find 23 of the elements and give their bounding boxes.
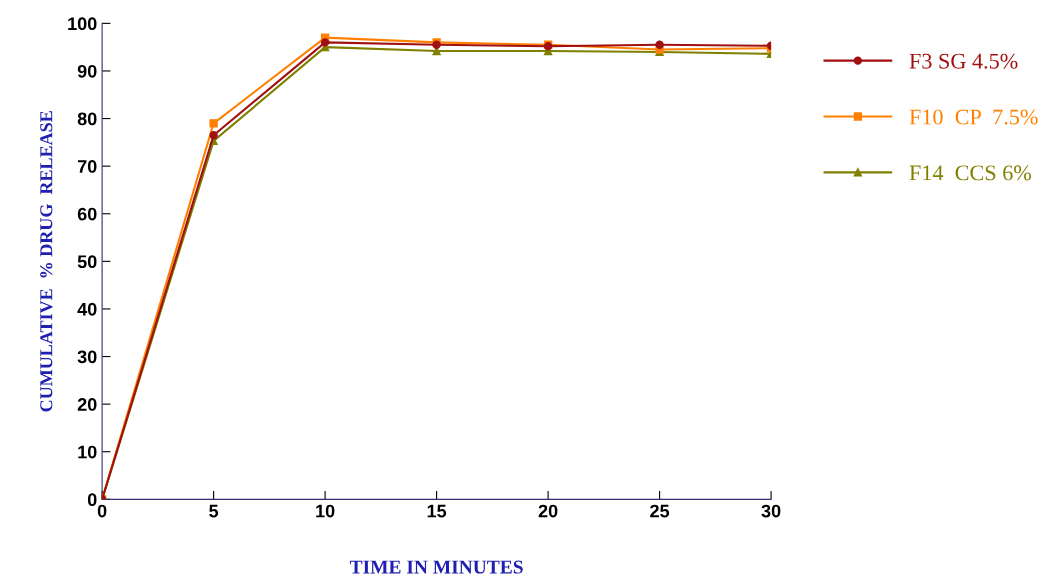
x-tick-label: 10: [316, 504, 335, 518]
y-tick-label: 10: [78, 445, 97, 459]
y-tick-label: 40: [77, 302, 97, 316]
legend-label: F14 CCS 6%: [909, 165, 1032, 181]
y-tick-label: 30: [77, 350, 97, 364]
legend-label: F10 CP 7.5%: [909, 109, 1038, 125]
y-tick-label: 80: [77, 112, 97, 126]
y-tick-label: 70: [77, 160, 97, 173]
y-tick-label: 0: [87, 493, 97, 507]
legend-label: F3 SG 4.5%: [909, 53, 1018, 69]
x-tick-label: 0: [97, 504, 107, 518]
x-tick-label: 30: [761, 504, 781, 518]
y-axis-title: CUMULATIVE % DRUG RELEASE: [40, 111, 53, 412]
y-tick-label: 100: [68, 17, 97, 31]
x-tick-label: 5: [209, 504, 219, 518]
x-axis-title: TIME IN MINUTES: [349, 560, 523, 574]
x-tick-label: 20: [538, 504, 558, 518]
y-tick-label: 90: [77, 64, 97, 78]
y-tick-label: 50: [77, 255, 97, 269]
x-tick-label: 25: [650, 504, 670, 518]
y-tick-label: 60: [77, 207, 97, 221]
x-tick-label: 15: [427, 504, 447, 518]
y-tick-label: 20: [77, 398, 97, 411]
